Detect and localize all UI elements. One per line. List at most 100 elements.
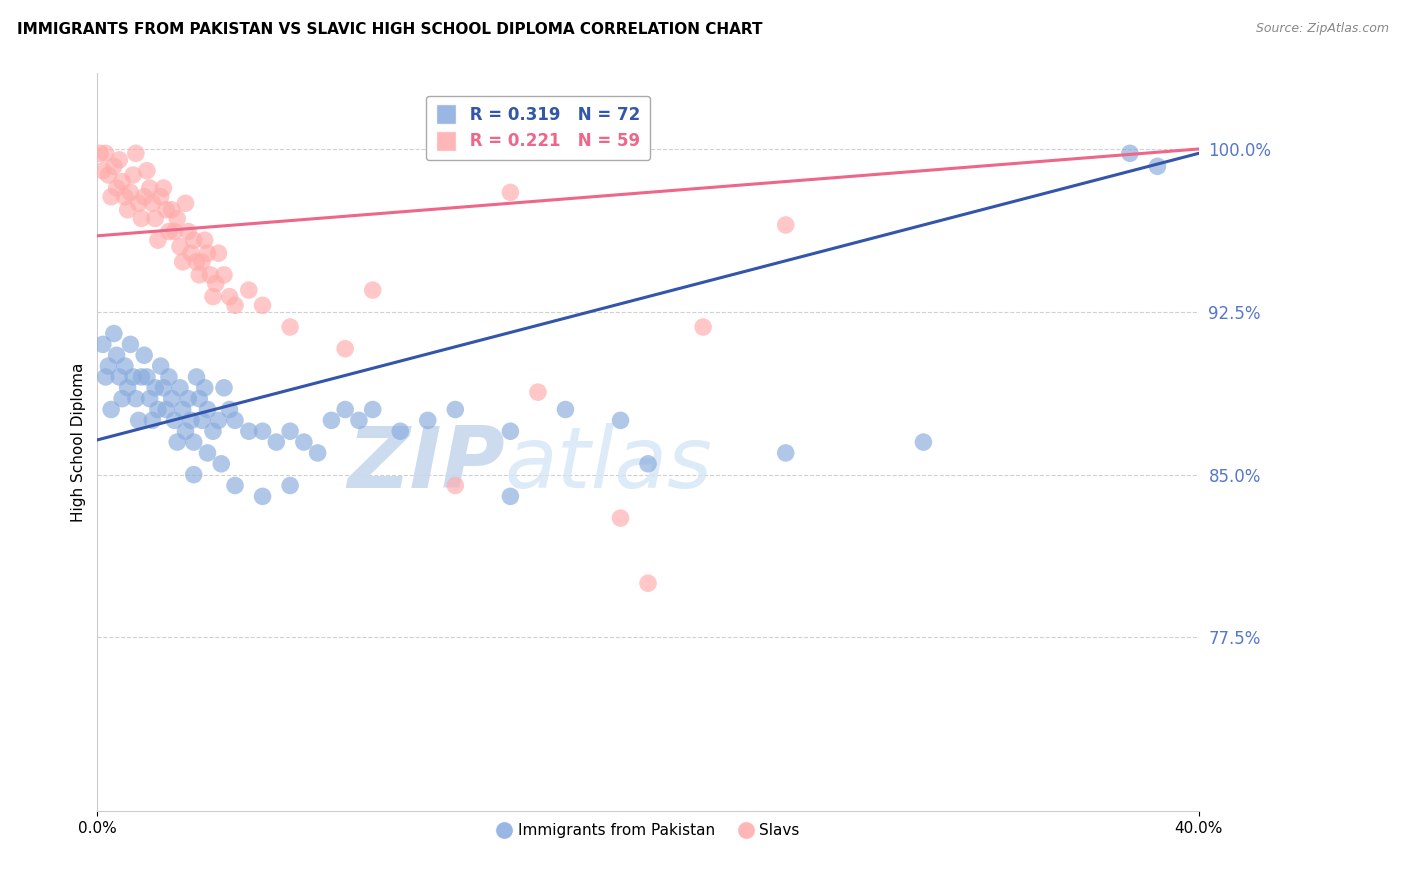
Point	[172, 255, 194, 269]
Point	[141, 413, 163, 427]
Point	[361, 402, 384, 417]
Point	[97, 359, 120, 373]
Point	[224, 478, 246, 492]
Point	[128, 196, 150, 211]
Text: atlas: atlas	[505, 423, 713, 506]
Text: Source: ZipAtlas.com: Source: ZipAtlas.com	[1256, 22, 1389, 36]
Point	[111, 175, 134, 189]
Point	[141, 196, 163, 211]
Point	[160, 202, 183, 217]
Point	[609, 511, 631, 525]
Point	[103, 326, 125, 341]
Point	[120, 186, 142, 200]
Point	[278, 424, 301, 438]
Point	[201, 290, 224, 304]
Point	[554, 402, 576, 417]
Point	[149, 190, 172, 204]
Point	[200, 268, 222, 282]
Point	[692, 320, 714, 334]
Point	[209, 457, 232, 471]
Point	[163, 413, 186, 427]
Point	[499, 424, 522, 438]
Point	[188, 392, 211, 406]
Point	[146, 402, 169, 417]
Point	[100, 190, 122, 204]
Point	[207, 413, 229, 427]
Point	[143, 211, 166, 226]
Point	[108, 370, 131, 384]
Point	[152, 381, 174, 395]
Point	[333, 402, 356, 417]
Point	[134, 190, 156, 204]
Point	[333, 342, 356, 356]
Point	[444, 402, 467, 417]
Point	[131, 211, 153, 226]
Point	[183, 435, 205, 450]
Point	[197, 446, 219, 460]
Point	[174, 196, 197, 211]
Point	[266, 435, 288, 450]
Point	[1146, 159, 1168, 173]
Point	[103, 159, 125, 173]
Point	[97, 168, 120, 182]
Point	[912, 435, 935, 450]
Legend: Immigrants from Pakistan, Slavs: Immigrants from Pakistan, Slavs	[491, 817, 806, 844]
Point	[108, 153, 131, 167]
Point	[186, 255, 208, 269]
Point	[91, 163, 114, 178]
Point	[238, 283, 260, 297]
Point	[160, 392, 183, 406]
Point	[389, 424, 412, 438]
Point	[155, 402, 177, 417]
Point	[194, 233, 217, 247]
Point	[125, 146, 148, 161]
Point	[444, 478, 467, 492]
Point	[238, 424, 260, 438]
Point	[100, 402, 122, 417]
Point	[157, 225, 180, 239]
Point	[163, 225, 186, 239]
Point	[94, 370, 117, 384]
Point	[128, 413, 150, 427]
Point	[143, 381, 166, 395]
Point	[527, 385, 550, 400]
Point	[637, 576, 659, 591]
Point	[134, 348, 156, 362]
Point	[180, 246, 202, 260]
Point	[252, 424, 274, 438]
Y-axis label: High School Diploma: High School Diploma	[72, 362, 86, 522]
Point	[361, 283, 384, 297]
Point	[149, 359, 172, 373]
Point	[775, 218, 797, 232]
Point	[347, 413, 370, 427]
Point	[201, 424, 224, 438]
Point	[122, 168, 145, 182]
Point	[174, 424, 197, 438]
Point	[111, 392, 134, 406]
Point	[191, 255, 214, 269]
Point	[197, 402, 219, 417]
Point	[252, 489, 274, 503]
Point	[204, 277, 226, 291]
Point	[637, 457, 659, 471]
Text: ZIP: ZIP	[347, 423, 505, 506]
Point	[278, 320, 301, 334]
Point	[94, 146, 117, 161]
Point	[135, 163, 157, 178]
Point	[499, 489, 522, 503]
Point	[183, 233, 205, 247]
Point	[122, 370, 145, 384]
Point	[218, 290, 240, 304]
Point	[416, 413, 439, 427]
Point	[138, 392, 160, 406]
Point	[152, 181, 174, 195]
Point	[117, 202, 139, 217]
Point	[307, 446, 329, 460]
Point	[146, 233, 169, 247]
Point	[188, 268, 211, 282]
Text: IMMIGRANTS FROM PAKISTAN VS SLAVIC HIGH SCHOOL DIPLOMA CORRELATION CHART: IMMIGRANTS FROM PAKISTAN VS SLAVIC HIGH …	[17, 22, 762, 37]
Point	[609, 413, 631, 427]
Point	[157, 370, 180, 384]
Point	[114, 190, 136, 204]
Point	[775, 446, 797, 460]
